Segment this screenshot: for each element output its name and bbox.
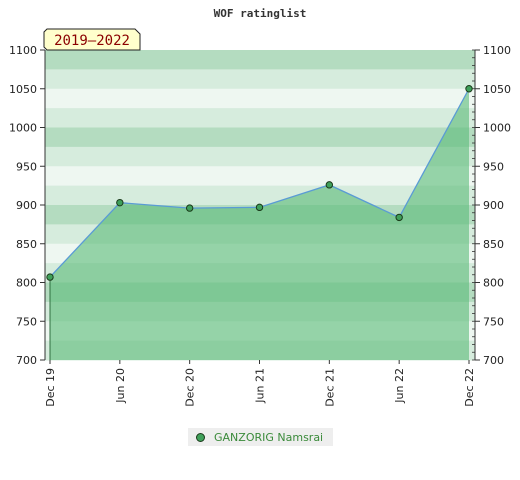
y-tick-label-left: 850 bbox=[16, 238, 37, 251]
y-tick-label-right: 1050 bbox=[483, 83, 511, 96]
y-tick-label-right: 700 bbox=[483, 354, 504, 367]
y-tick-label-right: 750 bbox=[483, 315, 504, 328]
y-tick-label-right: 800 bbox=[483, 277, 504, 290]
legend: GANZORIG Namsrai bbox=[188, 428, 333, 446]
y-tick-label-right: 1000 bbox=[483, 122, 511, 135]
data-point[interactable] bbox=[465, 85, 473, 93]
x-tick-label: Jun 20 bbox=[114, 368, 127, 404]
data-point[interactable] bbox=[255, 203, 264, 212]
x-tick-label: Dec 20 bbox=[184, 368, 197, 407]
x-tick-label: Dec 22 bbox=[463, 368, 476, 407]
data-point[interactable] bbox=[46, 273, 54, 281]
background-band bbox=[45, 50, 475, 70]
background-band bbox=[45, 69, 475, 90]
y-tick-label-left: 950 bbox=[16, 160, 37, 173]
chart-title: WOF ratinglist bbox=[214, 7, 307, 20]
background-band bbox=[45, 185, 475, 206]
background-band bbox=[45, 108, 475, 128]
series-point-layer bbox=[46, 85, 473, 281]
period-label: 2019–2022 bbox=[54, 33, 130, 49]
x-tick-label: Dec 21 bbox=[323, 368, 336, 407]
y-tick-label-right: 950 bbox=[483, 160, 504, 173]
background-band bbox=[45, 166, 475, 187]
period-badge: 2019–2022 bbox=[43, 28, 141, 51]
data-point[interactable] bbox=[185, 204, 194, 212]
background-band bbox=[45, 88, 475, 109]
legend-marker-icon bbox=[196, 432, 205, 442]
y-tick-label-left: 1000 bbox=[9, 122, 37, 135]
y-tick-label-left: 750 bbox=[16, 315, 37, 328]
series-area bbox=[50, 88, 469, 360]
data-point[interactable] bbox=[395, 213, 403, 222]
y-tick-label-right: 1100 bbox=[483, 44, 511, 57]
y-tick-label-left: 700 bbox=[16, 354, 37, 367]
y-tick-label-right: 850 bbox=[483, 238, 504, 251]
y-tick-label-left: 800 bbox=[16, 277, 37, 290]
legend-label: GANZORIG Namsrai bbox=[214, 430, 324, 444]
x-tick-label: Jun 21 bbox=[254, 368, 267, 404]
y-tick-label-right: 900 bbox=[483, 199, 504, 212]
area-fill-layer bbox=[50, 88, 469, 360]
x-tick-label: Dec 19 bbox=[44, 368, 57, 407]
y-tick-label-left: 900 bbox=[16, 199, 37, 212]
y-tick-label-left: 1100 bbox=[9, 44, 37, 57]
data-point[interactable] bbox=[325, 181, 334, 189]
background-band bbox=[45, 146, 475, 167]
period-badge-frame bbox=[43, 28, 141, 51]
background-band bbox=[45, 127, 475, 148]
x-tick-label: Jun 22 bbox=[393, 368, 406, 404]
axes: 700 700 750 750 800 800 850 850 900 900 950 950 1000… bbox=[9, 44, 511, 407]
y-tick-label-left: 1050 bbox=[9, 83, 37, 96]
data-point[interactable] bbox=[116, 198, 124, 207]
